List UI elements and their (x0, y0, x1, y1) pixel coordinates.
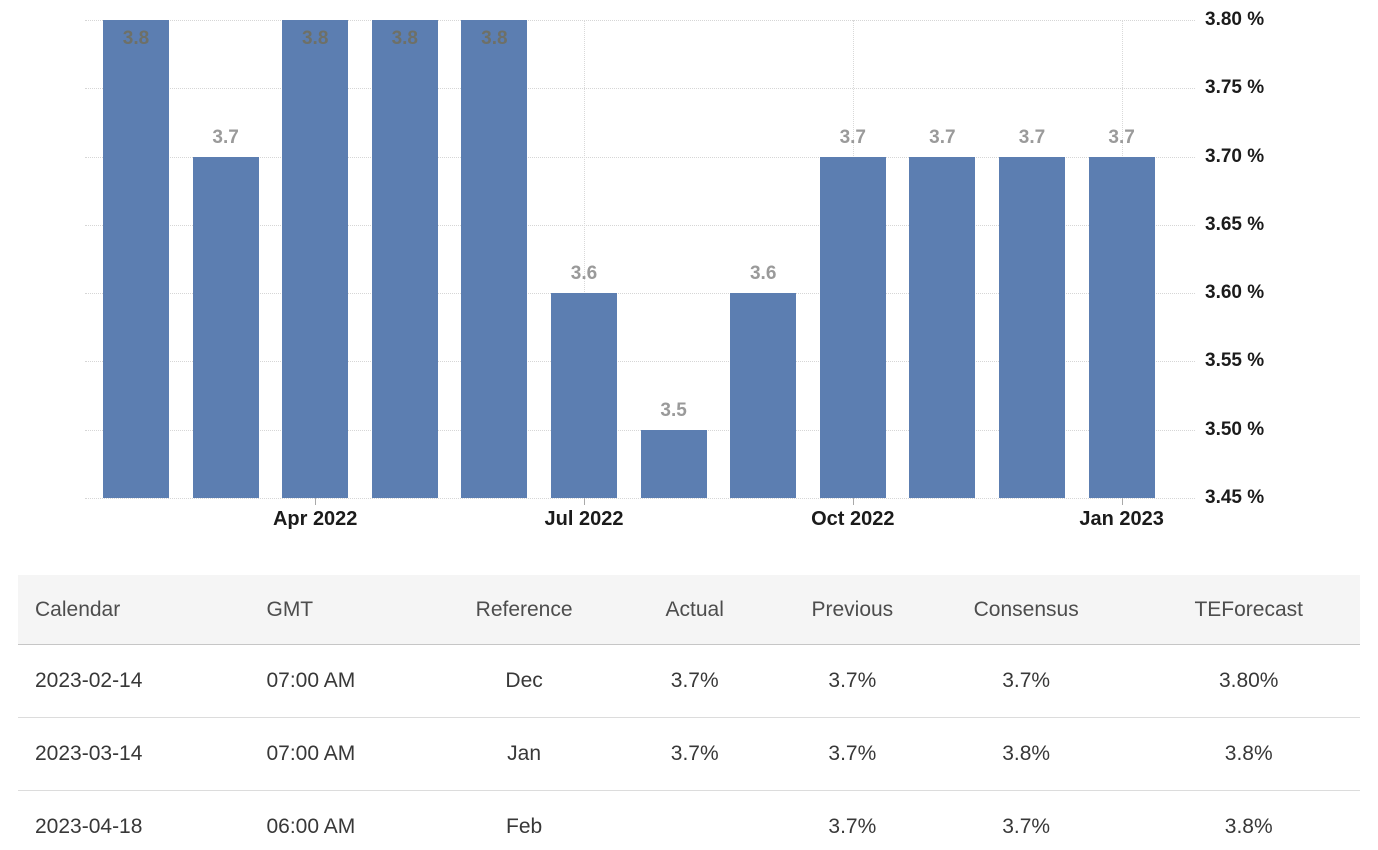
bar[interactable] (551, 293, 617, 498)
y-axis-label: 3.50 % (1205, 418, 1265, 440)
x-axis-label: Jul 2022 (544, 508, 624, 530)
x-axis-label: Apr 2022 (272, 508, 358, 530)
bar-value-label: 3.7 (929, 126, 956, 148)
table-cell: 3.7% (789, 644, 915, 718)
bar-value-label: 3.8 (122, 28, 150, 49)
y-axis-label: 3.75 % (1205, 77, 1265, 99)
bar-value-label: 3.7 (839, 126, 866, 148)
y-gridline (85, 361, 1195, 363)
table-cell: 3.8% (914, 717, 1138, 791)
x-axis-label: Jan 2023 (1079, 508, 1164, 530)
table-cell: 3.7% (599, 717, 790, 791)
calendar-table: Calendar GMT Reference Actual Previous Consen… (18, 575, 1360, 850)
bar-value-label: 3.6 (570, 263, 598, 285)
column-header-teforecast: TEForecast (1137, 575, 1360, 645)
bar[interactable] (999, 156, 1065, 498)
table-cell (599, 790, 790, 850)
table-row: 2023-02-14 07:00 AM Dec 3.7% 3.7% 3.7% 3.80% (18, 644, 1360, 718)
y-gridline (85, 224, 1195, 226)
y-axis-label: 3.45 % (1205, 487, 1265, 508)
bar[interactable] (461, 20, 528, 498)
x-axis-tick (1121, 498, 1123, 505)
bar[interactable] (192, 156, 259, 498)
x-axis-tick (852, 498, 854, 505)
y-axis-label: 3.65 % (1205, 213, 1265, 235)
table-cell: 2023-04-18 (18, 790, 250, 850)
y-axis-label: 3.55 % (1205, 350, 1265, 372)
table-cell: 3.8% (1137, 790, 1360, 850)
bar[interactable] (282, 20, 349, 498)
x-gridline (584, 20, 585, 498)
column-header-previous: Previous (789, 575, 915, 645)
column-header-reference: Reference (448, 575, 600, 645)
x-axis-tick (584, 498, 585, 505)
calendar-table-body: 2023-02-14 07:00 AM Dec 3.7% 3.7% 3.7% 3.80% 20… (18, 644, 1360, 850)
table-cell: 07:00 AM (249, 644, 449, 718)
column-header-actual: Actual (599, 575, 790, 645)
table-cell: Feb (448, 790, 600, 850)
bar-value-label: 3.8 (481, 28, 508, 49)
y-gridline (85, 20, 1195, 21)
y-axis-label: 3.80 % (1205, 9, 1265, 30)
table-cell: 3.8% (1137, 717, 1360, 791)
bar[interactable] (819, 156, 886, 498)
bar-value-label: 3.8 (391, 28, 418, 49)
x-axis-tick (315, 498, 317, 505)
bar[interactable] (909, 156, 976, 498)
table-cell: 3.7% (914, 644, 1138, 718)
table-cell: Dec (448, 644, 600, 718)
bar-value-label: 3.7 (212, 126, 239, 148)
bar-value-label: 3.7 (1108, 126, 1135, 148)
bar[interactable] (371, 20, 438, 498)
column-header-calendar: Calendar (18, 575, 250, 645)
bar[interactable] (730, 293, 797, 498)
table-cell: 2023-03-14 (18, 717, 250, 791)
table-cell: 3.7% (789, 717, 915, 791)
bar-value-label: 3.6 (749, 263, 777, 285)
table-cell: 2023-02-14 (18, 644, 250, 718)
indicator-bar-chart: 3.80 % 3.75 % 3.70 % 3.65 % 3.60 % 3.55 % 3.50… (85, 9, 1265, 530)
column-header-gmt: GMT (249, 575, 449, 645)
table-cell: 3.80% (1137, 644, 1360, 718)
calendar-table-wrap: Calendar GMT Reference Actual Previous Consen… (18, 575, 1360, 850)
bar-value-label: 3.8 (301, 28, 329, 49)
y-gridline (85, 88, 1195, 90)
table-cell: 3.7% (914, 790, 1138, 850)
table-row: 2023-03-14 07:00 AM Jan 3.7% 3.7% 3.8% 3.8% (18, 717, 1360, 791)
bar[interactable] (640, 429, 707, 498)
bar[interactable] (103, 20, 169, 498)
table-cell: Jan (448, 717, 600, 791)
table-cell: 3.7% (599, 644, 790, 718)
column-header-consensus: Consensus (914, 575, 1138, 645)
header-row: Calendar GMT Reference Actual Previous Consen… (18, 575, 1360, 645)
y-axis-label: 3.60 % (1205, 282, 1265, 304)
table-cell: 3.7% (789, 790, 915, 850)
y-gridline (85, 156, 1195, 158)
table-cell: 07:00 AM (249, 717, 449, 791)
y-axis-label: 3.70 % (1205, 145, 1265, 167)
calendar-table-header: Calendar GMT Reference Actual Previous Consen… (18, 575, 1360, 645)
bar-value-label: 3.7 (1018, 126, 1046, 148)
bar-value-label: 3.5 (660, 399, 687, 421)
table-row: 2023-04-18 06:00 AM Feb 3.7% 3.7% 3.8% (18, 790, 1360, 850)
table-cell: 06:00 AM (249, 790, 449, 850)
y-gridline (85, 429, 1195, 431)
y-gridline (85, 498, 1195, 499)
x-axis-label: Oct 2022 (811, 508, 895, 530)
bar[interactable] (1088, 156, 1155, 498)
y-gridline (85, 293, 1195, 295)
